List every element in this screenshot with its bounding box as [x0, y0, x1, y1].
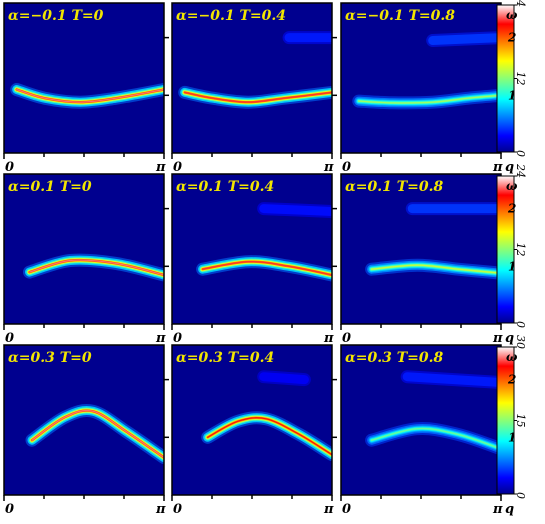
panel-background [4, 174, 164, 324]
heatmap-panel-r3c2: 0 π α=0.3 T=0.4 [171, 344, 337, 517]
x-tick-label-pi: π [492, 160, 503, 175]
heatmap-panel-r2c3: 0 π α=0.1 T=0.8 [340, 173, 506, 346]
panel-background [4, 345, 164, 495]
lower-branch-band [202, 261, 332, 276]
panel-label: α=0.3 T=0.4 [176, 350, 274, 366]
omega-axis-label: ω [506, 350, 518, 364]
x-tick-label-zero: 0 [173, 502, 182, 517]
q-axis-label: q [505, 160, 514, 175]
colorbar-tick-label: 12 [514, 243, 527, 257]
y-tick-label: 2 [507, 373, 516, 387]
heatmap-panel-r1c2: 0 π α=−0.1 T=0.4 [171, 2, 337, 175]
x-tick-label-zero: 0 [173, 331, 182, 346]
q-axis-label: q [505, 331, 514, 346]
y-tick-label: 1 [508, 88, 516, 102]
x-tick-label-zero: 0 [342, 502, 351, 517]
colorbar-tick-label: 24 [514, 163, 527, 178]
upper-branch-band [259, 204, 332, 216]
panel-label: α=−0.1 T=0 [8, 8, 104, 24]
lower-branch-band [31, 409, 164, 459]
x-tick-label-pi: π [323, 160, 334, 175]
y-tick-label: 2 [507, 31, 516, 45]
colorbar-tick-label: 12 [514, 72, 527, 86]
panel-plot-area [196, 202, 332, 282]
panel-plot-area [23, 253, 164, 282]
colorbar-tick-label: 24 [514, 0, 527, 7]
upper-branch-band [402, 372, 501, 387]
heatmap-panel-r2c2: 0 π α=0.1 T=0.4 [171, 173, 337, 346]
panel-label: α=−0.1 T=0.4 [176, 8, 286, 24]
panel-label: α=0.1 T=0.4 [176, 179, 274, 195]
q-axis-label: q [505, 502, 514, 517]
colorbar-tick-label: 15 [514, 414, 527, 428]
x-tick-label-pi: π [323, 502, 334, 517]
heatmap-panel-r1c3: 0 π α=−0.1 T=0.8 [340, 2, 506, 175]
lower-branch-band [207, 417, 332, 456]
x-tick-label-pi: π [492, 331, 503, 346]
panel-background [341, 3, 501, 153]
heatmap-panel-r1c1: 0 π α=−0.1 T=0 [3, 2, 169, 175]
upper-branch-band [428, 33, 501, 45]
lower-branch-band [28, 259, 164, 276]
x-tick-label-zero: 0 [342, 160, 351, 175]
panel-plot-area [365, 202, 501, 280]
colorbar-tick-label: 0 [514, 150, 527, 157]
x-tick-label-pi: π [155, 160, 166, 175]
panel-plot-area [178, 31, 332, 109]
y-tick-label: 2 [507, 202, 516, 216]
panel-background [172, 174, 332, 324]
lower-branch-band [184, 91, 332, 103]
x-tick-label-pi: π [155, 331, 166, 346]
heatmap-panel-r3c1: 0 π α=0.3 T=0 [3, 344, 169, 517]
lower-branch-band [371, 264, 501, 274]
x-tick-label-zero: 0 [5, 160, 14, 175]
colorbar-tick-label: 0 [514, 321, 527, 328]
colorbar-tick-label: 0 [514, 492, 527, 499]
panel-background [341, 345, 501, 495]
x-tick-label-pi: π [323, 331, 334, 346]
panel-plot-area [201, 370, 332, 462]
omega-axis-label: ω [506, 179, 518, 193]
x-tick-label-zero: 0 [5, 502, 14, 517]
y-tick-label: 1 [508, 430, 516, 444]
panel-plot-area [25, 404, 164, 464]
x-tick-label-zero: 0 [342, 331, 351, 346]
lower-branch-band [371, 427, 501, 450]
heatmap-panel-r2c1: 0 π α=0.1 T=0 [3, 173, 169, 346]
lower-branch-band [358, 94, 501, 104]
x-tick-label-zero: 0 [173, 160, 182, 175]
y-tick-label: 1 [508, 259, 516, 273]
lower-branch-band [16, 88, 164, 103]
panel-label: α=0.1 T=0 [8, 179, 92, 195]
upper-branch-band [259, 372, 309, 385]
colorbar-gradient [496, 4, 515, 153]
omega-axis-label: ω [506, 8, 518, 22]
colorbar-r3: 0 15 30 [496, 335, 527, 499]
panel-background [4, 3, 164, 153]
heatmap-panel-r3c3: 0 π α=0.3 T=0.8 [340, 344, 506, 517]
colorbar-tick-label: 30 [514, 335, 527, 349]
panel-background [341, 174, 501, 324]
colorbar-gradient [496, 175, 515, 324]
x-tick-label-pi: π [155, 502, 166, 517]
x-tick-label-pi: π [492, 502, 503, 517]
panel-label: α=0.1 T=0.8 [345, 179, 443, 195]
panel-plot-area [365, 370, 501, 456]
panel-label: α=−0.1 T=0.8 [345, 8, 455, 24]
x-tick-label-zero: 0 [5, 331, 14, 346]
colorbar-gradient [496, 346, 515, 495]
panel-label: α=0.3 T=0.8 [345, 350, 443, 366]
panel-plot-area [10, 83, 164, 109]
panel-background [172, 3, 332, 153]
panel-label: α=0.3 T=0 [8, 350, 92, 366]
